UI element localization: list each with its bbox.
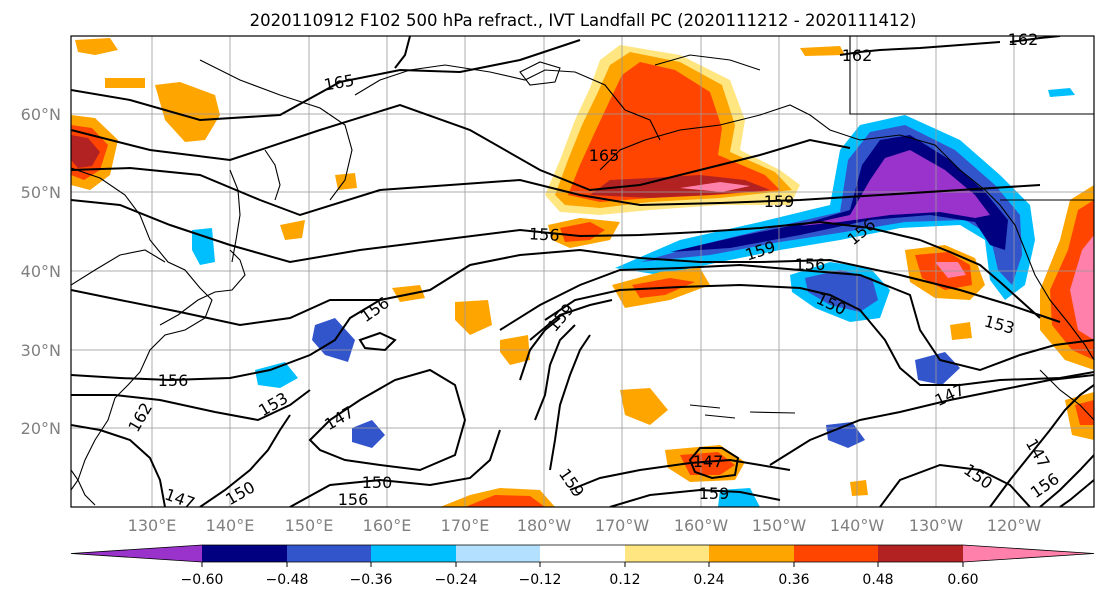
negative-anomaly-blob-i — [1048, 88, 1075, 97]
colorbar-tick-label: 0.60 — [947, 572, 978, 588]
contour-label: 159 — [699, 484, 730, 503]
positive-anomaly-small-d — [950, 322, 972, 340]
lon-label: 130°W — [909, 516, 964, 535]
colorbar-segment — [794, 545, 878, 562]
contour-label: 162 — [1008, 30, 1039, 49]
map-panel: 165 162 162 165 159 156 156 159 156 156 … — [70, 30, 1095, 513]
lon-label: 140°W — [830, 516, 885, 535]
colorbar-tick-label: −0.24 — [435, 572, 478, 588]
contour-label: 147 — [693, 452, 724, 471]
colorbar-segment — [540, 545, 625, 562]
lon-label: 170°W — [595, 516, 650, 535]
colorbar-segment — [456, 545, 540, 562]
colorbar-tick-labels: −0.60 −0.48 −0.36 −0.24 −0.12 0.12 0.24 … — [181, 572, 979, 588]
contour-label: 159 — [764, 192, 795, 211]
latitude-labels: 60°N 50°N 40°N 30°N 20°N — [21, 105, 61, 438]
positive-anomaly-mid-b-pink — [935, 262, 966, 278]
lat-label: 50°N — [21, 183, 61, 202]
colorbar-segment — [709, 545, 794, 562]
map-frame — [70, 35, 1095, 508]
contour-label: 156 — [529, 224, 560, 245]
colorbar-segment — [878, 545, 963, 562]
colorbar-extend-min — [71, 545, 202, 562]
positive-anomaly-small-e — [850, 480, 868, 496]
lon-label: 160°E — [363, 516, 412, 535]
lat-label: 30°N — [21, 341, 61, 360]
positive-anomaly-mid-c — [455, 300, 492, 335]
lon-label: 180°W — [517, 516, 572, 535]
anomaly-fill — [71, 38, 1094, 507]
positive-anomaly-west-c — [75, 38, 118, 55]
positive-anomaly-mid-e — [620, 388, 668, 425]
contour-label: 156 — [338, 490, 369, 509]
colorbar-tick-label: −0.48 — [266, 572, 309, 588]
positive-anomaly-small-c — [280, 220, 305, 240]
negative-anomaly-gulf-purple — [800, 150, 990, 226]
colorbar-segment — [371, 545, 456, 562]
colorbar-segment — [625, 545, 709, 562]
colorbar-ticks — [201, 562, 964, 567]
lon-label: 140°E — [206, 516, 255, 535]
refractivity-contours — [71, 36, 1094, 507]
negative-anomaly-blob-e — [352, 420, 385, 448]
lon-label: 150°E — [285, 516, 334, 535]
negative-anomaly-blob-a-core — [805, 270, 878, 312]
positive-anomaly-coast-pink — [1070, 235, 1094, 340]
positive-anomaly-west-b — [155, 82, 220, 142]
colorbar-tick-label: 0.36 — [778, 572, 809, 588]
contour-label: 150 — [362, 473, 393, 492]
contour-label: 156 — [795, 255, 826, 274]
colorbar-tick-label: 0.12 — [609, 572, 640, 588]
lon-label: 130°E — [128, 516, 177, 535]
colorbar-tick-label: −0.12 — [519, 572, 562, 588]
coastlines — [71, 36, 1094, 506]
lon-label: 150°W — [752, 516, 807, 535]
lat-label: 60°N — [21, 105, 61, 124]
colorbar-extend-max — [963, 545, 1094, 562]
positive-anomaly-south-core — [465, 495, 545, 507]
negative-anomaly-blob-h — [718, 488, 760, 507]
positive-anomaly-north-lower-core — [560, 222, 605, 242]
colorbar: −0.60 −0.48 −0.36 −0.24 −0.12 0.12 0.24 … — [70, 544, 1095, 588]
contour-label: 162 — [842, 46, 873, 65]
map-title: 2020110912 F102 500 hPa refract., IVT La… — [250, 11, 917, 30]
positive-anomaly-baja-core — [1075, 400, 1094, 425]
colorbar-segment — [287, 545, 371, 562]
positive-anomaly-small-f — [105, 78, 145, 88]
contour-label: 156 — [158, 371, 189, 390]
colorbar-tick-label: 0.24 — [693, 572, 724, 588]
lat-label: 40°N — [21, 262, 61, 281]
colorbar-segment — [202, 545, 287, 562]
lon-label: 120°W — [987, 516, 1042, 535]
colorbar-tick-label: −0.36 — [350, 572, 393, 588]
positive-anomaly-west-a-dark — [71, 135, 100, 168]
lon-label: 170°E — [441, 516, 490, 535]
colorbar-segments — [70, 544, 1095, 563]
colorbar-tick-label: −0.60 — [181, 572, 224, 588]
longitude-labels: 130°E 140°E 150°E 160°E 170°E 180°W 170°… — [128, 516, 1042, 535]
contour-label: 165 — [589, 146, 620, 165]
negative-anomaly-blob-c — [255, 362, 298, 388]
negative-anomaly-blob-d — [915, 352, 960, 385]
lon-label: 160°W — [674, 516, 729, 535]
positive-anomaly-north-pink — [680, 182, 750, 192]
positive-anomaly-small-g — [800, 46, 845, 56]
colorbar-tick-label: 0.48 — [862, 572, 893, 588]
lat-label: 20°N — [21, 419, 61, 438]
